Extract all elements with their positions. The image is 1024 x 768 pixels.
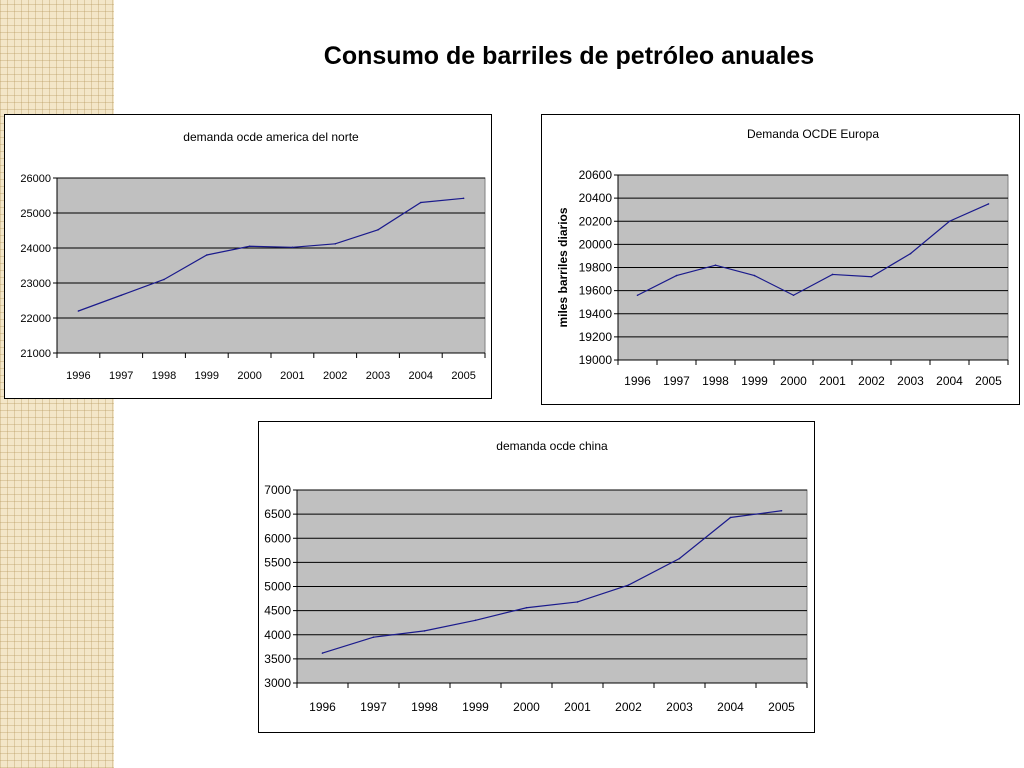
x-tick-label: 2001 bbox=[819, 374, 846, 388]
data-point bbox=[525, 606, 528, 609]
data-point bbox=[474, 619, 477, 622]
data-point bbox=[206, 254, 208, 256]
data-point bbox=[987, 203, 990, 205]
data-point bbox=[120, 294, 122, 297]
y-tick-label: 19400 bbox=[579, 307, 613, 321]
x-tick-label: 2005 bbox=[975, 374, 1002, 388]
y-tick-label: 3500 bbox=[264, 652, 291, 666]
x-tick-label: 2002 bbox=[615, 700, 642, 714]
chart-svg: Demanda OCDE Europa 19000 19200 19400 19600 1… bbox=[556, 127, 1009, 388]
chart-svg: demanda ocde america del norte 21000 22000… bbox=[20, 130, 486, 382]
y-tick-label: 26000 bbox=[20, 173, 51, 185]
x-tick-label: 2000 bbox=[513, 700, 540, 714]
x-tick-label: 1999 bbox=[741, 374, 768, 388]
chart-china: demanda ocde china 3000 3500 4000 4500 5000 55… bbox=[258, 421, 815, 733]
y-tick-label: 6000 bbox=[264, 531, 291, 545]
data-point bbox=[729, 516, 732, 519]
x-tick-label: 1996 bbox=[624, 374, 651, 388]
data-point bbox=[870, 275, 873, 278]
y-tick-label: 19800 bbox=[579, 261, 613, 275]
y-tick-label: 20600 bbox=[579, 168, 613, 182]
x-tick-label: 2002 bbox=[323, 370, 347, 382]
data-point bbox=[948, 220, 951, 223]
x-tick-label: 1997 bbox=[360, 700, 387, 714]
x-tick-label: 2005 bbox=[768, 700, 795, 714]
data-point bbox=[377, 229, 379, 231]
x-tick-label: 1999 bbox=[462, 700, 489, 714]
data-point bbox=[714, 264, 717, 266]
y-tick-label: 20400 bbox=[579, 191, 613, 205]
y-tick-label: 4500 bbox=[264, 604, 291, 618]
data-point bbox=[248, 245, 251, 248]
x-tick-label: 2004 bbox=[409, 370, 433, 382]
x-tick-label: 1996 bbox=[66, 370, 90, 382]
data-point bbox=[831, 273, 834, 276]
chart-title: demanda ocde china bbox=[496, 439, 608, 453]
data-point bbox=[163, 278, 165, 281]
y-tick-label: 5500 bbox=[264, 555, 291, 569]
y-tick-label: 3000 bbox=[264, 676, 291, 690]
x-tick-label: 2000 bbox=[780, 374, 807, 388]
x-tick-label: 1998 bbox=[411, 700, 438, 714]
data-point bbox=[576, 601, 579, 603]
data-point bbox=[753, 274, 756, 277]
data-point bbox=[627, 584, 630, 586]
x-tick-label: 2000 bbox=[237, 370, 261, 382]
y-tick-label: 20000 bbox=[579, 237, 613, 251]
x-tick-label: 1996 bbox=[309, 700, 336, 714]
data-point bbox=[909, 252, 912, 255]
data-point bbox=[780, 509, 783, 512]
y-tick-label: 25000 bbox=[20, 208, 51, 220]
x-tick-label: 1998 bbox=[702, 374, 729, 388]
x-tick-label: 1997 bbox=[663, 374, 690, 388]
y-tick-label: 4000 bbox=[264, 628, 291, 642]
series-line bbox=[637, 203, 989, 296]
y-tick-label: 23000 bbox=[20, 278, 51, 290]
x-tick-label: 2005 bbox=[451, 370, 475, 382]
data-point bbox=[792, 294, 795, 297]
y-tick-label: 24000 bbox=[20, 243, 51, 255]
x-tick-label: 2002 bbox=[858, 374, 885, 388]
plot-area bbox=[56, 177, 486, 354]
y-tick-label: 6500 bbox=[264, 507, 291, 521]
chart-north-america: demanda ocde america del norte 21000 22000… bbox=[4, 114, 492, 399]
data-point bbox=[675, 274, 678, 277]
x-tick-label: 1997 bbox=[109, 370, 133, 382]
x-tick-label: 1998 bbox=[152, 370, 176, 382]
x-tick-label: 2003 bbox=[666, 700, 693, 714]
data-point bbox=[321, 652, 324, 654]
chart-europe: Demanda OCDE Europa 19000 19200 19400 19600 1… bbox=[541, 114, 1020, 405]
series-line bbox=[322, 510, 782, 654]
data-point bbox=[420, 201, 422, 204]
y-tick-label: 5000 bbox=[264, 580, 291, 594]
y-tick-label: 21000 bbox=[20, 348, 51, 360]
data-point bbox=[77, 310, 80, 312]
x-tick-label: 1999 bbox=[195, 370, 219, 382]
x-tick-label: 2003 bbox=[366, 370, 390, 382]
data-point bbox=[291, 246, 294, 249]
y-tick-label: 19600 bbox=[579, 284, 613, 298]
data-point bbox=[423, 630, 426, 632]
chart-title: Demanda OCDE Europa bbox=[747, 127, 879, 141]
data-point bbox=[636, 294, 639, 297]
data-point bbox=[462, 197, 465, 200]
data-point bbox=[372, 636, 375, 638]
y-tick-label: 19000 bbox=[579, 353, 613, 367]
x-tick-label: 2001 bbox=[564, 700, 591, 714]
y-tick-label: 19200 bbox=[579, 330, 613, 344]
x-tick-label: 2001 bbox=[280, 370, 304, 382]
chart-title: demanda ocde america del norte bbox=[183, 130, 359, 144]
y-axis-label: miles barriles diarios bbox=[556, 207, 570, 327]
data-point bbox=[678, 557, 681, 560]
x-tick-label: 2004 bbox=[936, 374, 963, 388]
y-tick-label: 22000 bbox=[20, 313, 51, 325]
page-title: Consumo de barriles de petróleo anuales bbox=[323, 42, 815, 70]
data-point bbox=[334, 243, 337, 245]
x-tick-label: 2003 bbox=[897, 374, 924, 388]
series-line bbox=[78, 197, 464, 312]
chart-svg: demanda ocde china 3000 3500 4000 4500 5000 55… bbox=[264, 439, 808, 714]
y-tick-label: 20200 bbox=[579, 214, 613, 228]
y-tick-label: 7000 bbox=[264, 483, 291, 497]
x-tick-label: 2004 bbox=[717, 700, 744, 714]
